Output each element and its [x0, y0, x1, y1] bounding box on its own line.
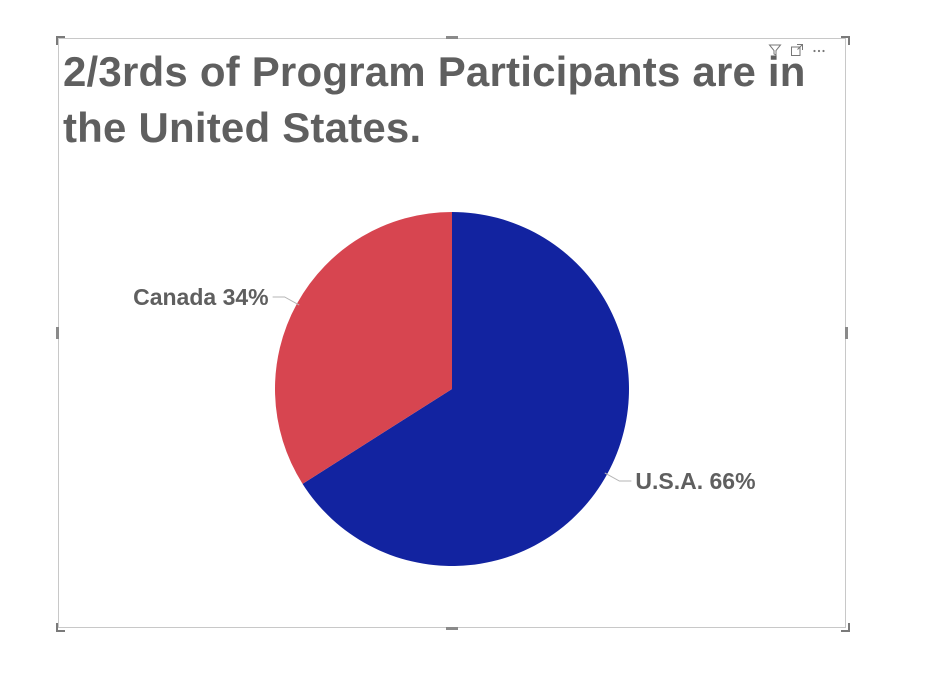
resize-corner-bottom-right[interactable] — [841, 623, 850, 632]
resize-corner-top-right[interactable] — [841, 36, 850, 45]
resize-corner-bottom-left[interactable] — [56, 623, 65, 632]
pie-slice-canada[interactable] — [275, 212, 452, 484]
data-label-u-s-a: U.S.A. 66% — [635, 468, 755, 494]
pie-slice-u-s-a[interactable] — [302, 212, 629, 566]
more-options-icon[interactable] — [812, 43, 826, 57]
resize-corner-top-left[interactable] — [56, 36, 65, 45]
focus-mode-icon[interactable] — [790, 43, 804, 57]
chart-title: 2/3rds of Program Participants are in th… — [63, 48, 806, 151]
leader-line-canada — [272, 296, 300, 306]
filter-icon[interactable] — [768, 43, 782, 57]
resize-handle-top[interactable] — [446, 36, 458, 39]
resize-handle-right[interactable] — [845, 327, 848, 339]
data-label-canada: Canada 34% — [133, 284, 269, 310]
leader-line-u-s-a — [604, 472, 632, 482]
visual-header — [768, 42, 826, 58]
resize-handle-bottom[interactable] — [446, 627, 458, 630]
resize-handle-left[interactable] — [56, 327, 59, 339]
